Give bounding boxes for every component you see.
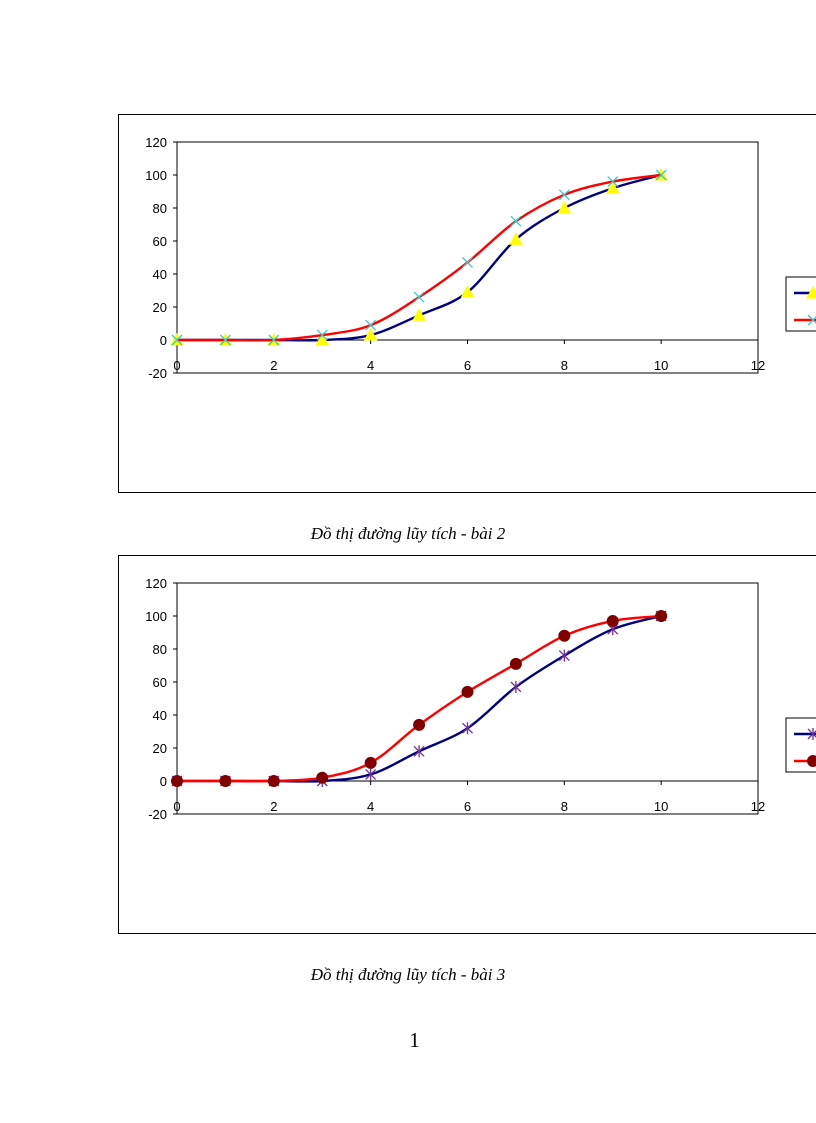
y-tick-label: 0 [160,774,167,789]
x-tick-label: 2 [270,358,277,373]
series-2 [171,169,667,346]
plot-area [176,141,759,374]
y-tick-label: 60 [153,234,167,249]
series-1-point [412,308,426,321]
legend-box [785,276,816,332]
series-1-point [510,680,522,693]
x-tick-label: 12 [751,799,765,814]
legend [785,717,816,773]
y-tick-label: 20 [153,741,167,756]
series-2-point [655,610,668,622]
series-2-point [558,189,570,201]
y-tick-label: 120 [145,576,167,591]
x-tick-label: 12 [751,358,765,373]
x-tick-label: 6 [464,358,471,373]
chart-caption-2: Đồ thị đường lũy tích - bài 3 [310,965,506,984]
legend [785,276,816,332]
y-tick-label: 0 [160,333,167,348]
x-tick-label: 0 [173,799,180,814]
series-2-point [655,169,667,181]
y-tick-label: 80 [153,642,167,657]
series-2-point [413,291,425,303]
chart-frame-1: -20 0 20 40 60 80 100 120 0 2 4 6 8 10 12 [118,114,816,493]
chart-1: -20 0 20 40 60 80 100 120 0 2 4 6 8 10 12 [145,135,816,381]
series-2-point [607,176,619,188]
x-tick-label: 2 [270,799,277,814]
y-tick-label: 60 [153,675,167,690]
page-number: 1 [409,1028,420,1052]
series-2-point [606,614,619,627]
chart-frame-2: -20 0 20 40 60 80 100 120 0 2 4 6 8 10 12 [118,555,816,934]
series-2-point [219,334,231,346]
series-2-point [219,775,232,787]
y-tick-label: 40 [153,708,167,723]
chart-2: -20 0 20 40 60 80 100 120 0 2 4 6 8 10 12 [145,576,816,822]
x-tick-label: 4 [367,799,374,814]
legend-marker-1 [806,285,816,299]
y-tick-label: -20 [148,807,167,822]
series-2-point [365,319,377,331]
x-tick-label: 4 [367,358,374,373]
series-1-point [605,181,620,194]
series-2-point [558,629,571,642]
series-1-point [557,200,572,214]
y-tick-label: 20 [153,300,167,315]
series-1-point [509,232,523,245]
series-2-point [462,256,473,268]
series-2-point [461,685,474,698]
series-1-point [315,332,330,346]
series-1-point [558,649,570,662]
x-tick-label: 10 [654,799,668,814]
legend-marker-2 [807,314,816,326]
x-tick-label: 10 [654,358,668,373]
y-tick-label: 40 [153,267,167,282]
series-2-point [171,775,183,787]
series-2-point [510,215,522,227]
y-tick-label: 100 [145,168,167,183]
series-2-point [171,334,183,346]
legend-marker-2 [807,755,816,767]
x-tick-label: 6 [464,799,471,814]
series-1-point [413,745,425,758]
x-tick-label: 8 [561,799,568,814]
series-2 [171,610,668,787]
y-tick-label: 100 [145,609,167,624]
series-2-point [413,718,426,731]
series-1-point [363,328,378,341]
x-tick-label: 0 [173,358,180,373]
series-1-point [462,722,473,735]
series-2-point [509,657,522,670]
series-2-point [267,775,280,787]
series-2-point [316,329,328,341]
series-1-point [365,768,377,781]
legend-marker-1 [807,728,816,740]
series-1-point [460,285,475,298]
plot-area [176,582,759,815]
x-tick-label: 8 [561,358,568,373]
y-tick-label: -20 [148,366,167,381]
series-2-point [316,771,329,784]
chart-caption-1: Đồ thị đường lũy tích - bài 2 [310,524,506,543]
series-2-point [364,756,377,769]
y-tick-label: 80 [153,201,167,216]
y-tick-label: 120 [145,135,167,150]
series-2-point [268,334,280,346]
